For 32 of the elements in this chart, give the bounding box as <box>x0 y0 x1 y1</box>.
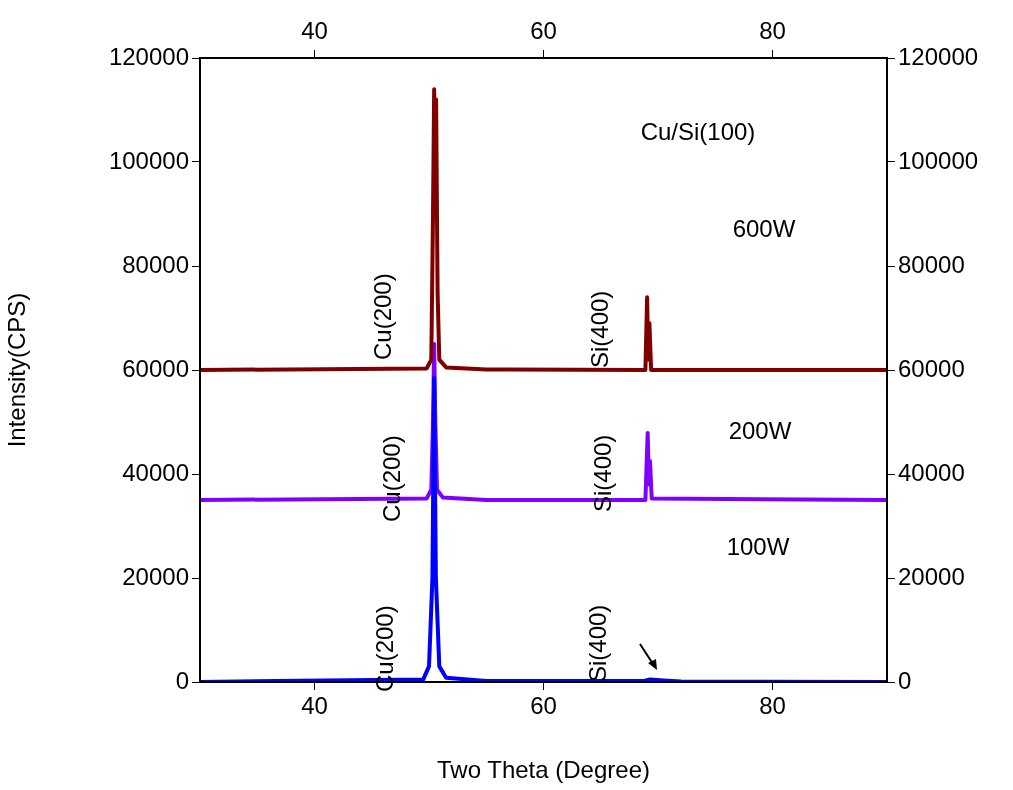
x-tick-label: 40 <box>301 692 328 720</box>
y2-tick-label: 40000 <box>898 458 965 486</box>
y-tick-label: 0 <box>175 666 189 694</box>
x2-tick-label: 40 <box>301 17 328 45</box>
x-tick-label: 60 <box>530 692 557 720</box>
annotation: Cu(200) <box>377 435 405 522</box>
annotation: Cu/Si(100) <box>640 117 756 145</box>
annotation: 200W <box>728 416 792 444</box>
annotation: 600W <box>732 214 796 242</box>
y-tick-label: 100000 <box>108 146 189 174</box>
y-tick-label: 40000 <box>122 458 189 486</box>
y-tick-label: 20000 <box>122 562 189 590</box>
annotation: Cu(200) <box>370 605 398 692</box>
x-tick-label: 80 <box>759 692 786 720</box>
y-axis-title: Intensity(CPS) <box>3 292 31 448</box>
x2-tick-label: 80 <box>759 17 786 45</box>
y2-tick-label: 20000 <box>898 562 965 590</box>
y2-tick-label: 80000 <box>898 250 965 278</box>
annotation: Cu(200) <box>368 273 396 360</box>
y2-tick-label: 120000 <box>898 42 979 70</box>
annotation: 100W <box>726 532 790 560</box>
y-tick-label: 60000 <box>122 354 189 382</box>
annotation: Si(400) <box>583 604 611 682</box>
y2-tick-label: 0 <box>898 666 912 694</box>
y2-tick-label: 60000 <box>898 354 965 382</box>
annotation: Si(400) <box>585 290 613 368</box>
y-tick-label: 80000 <box>122 250 189 278</box>
y2-tick-label: 100000 <box>898 146 979 174</box>
annotation: Si(400) <box>588 434 616 512</box>
y-tick-label: 120000 <box>108 42 189 70</box>
x-axis-title: Two Theta (Degree) <box>437 756 650 784</box>
x2-tick-label: 60 <box>530 17 557 45</box>
